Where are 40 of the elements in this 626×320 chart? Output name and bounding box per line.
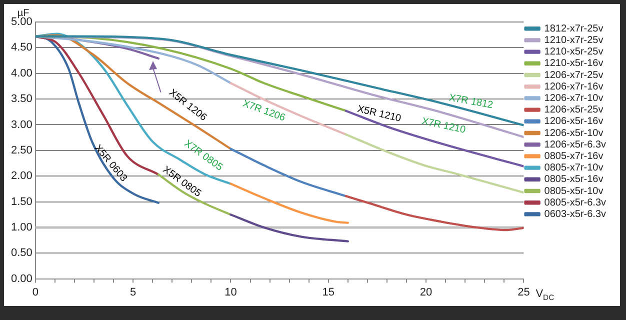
legend-label: 0805-x7r-10v	[544, 162, 604, 174]
y-tick-label: 4.00	[10, 67, 32, 80]
legend-label: 1210-x7r-25v	[544, 34, 604, 46]
x-tick-label: 5	[130, 286, 136, 298]
annotation: X7R 1210	[420, 116, 467, 136]
legend-label: 1206-x5r-16v	[544, 116, 604, 128]
y-tick-label: 1.00	[10, 221, 32, 234]
y-tick-label: 0.50	[10, 247, 32, 260]
annotation: X7R 1206	[241, 98, 288, 124]
legend-label: 1206-x7r-16v	[544, 81, 604, 92]
x-tick-label: 10	[224, 286, 237, 298]
legend-label: 1210-x5r-25v	[544, 46, 604, 58]
annotation: X7R 1812	[448, 92, 494, 112]
legend-label: 0805-x5r-10v	[544, 186, 604, 197]
legend-label: 0805-x5r-16v	[544, 174, 604, 186]
legend-label: 1206-x5r-10v	[544, 128, 604, 139]
legend-label: 1206-x7r-25v	[544, 70, 604, 81]
y-tick-label: 2.00	[10, 170, 32, 182]
legend-label: 1812-x7r-25v	[544, 23, 604, 34]
y-tick-label: 3.50	[10, 93, 32, 106]
y-tick-label: 5.00	[10, 16, 32, 28]
x-tick-label: 0	[32, 286, 38, 298]
y-axis-title: µF	[17, 8, 30, 19]
legend-label: 0805-x5r-6.3v	[544, 197, 606, 208]
legend-label: 1206-x5r-6.3v	[544, 139, 606, 150]
x-tick-label: 15	[322, 286, 335, 298]
annotation: X5R 1210	[356, 104, 402, 125]
y-tick-label: 3.00	[10, 118, 32, 131]
y-tick-label: 4.50	[10, 42, 32, 54]
legend-label: 1206-x5r-25v	[544, 104, 604, 116]
legend-label: 0603-x5r-6.3v	[544, 208, 606, 220]
annotation: X5R 1206	[166, 87, 209, 124]
legend-label: 1210-x5r-16v	[544, 58, 604, 70]
legend-label: 0805-x7r-16v	[544, 150, 604, 162]
y-tick-label: 2.50	[10, 144, 32, 156]
x-tick-label: 25	[518, 286, 530, 298]
y-tick-label: 1.50	[10, 196, 32, 208]
x-tick-label: 20	[420, 286, 432, 298]
legend-label: 1206-x7r-10v	[544, 92, 604, 104]
y-tick-label: 0.00	[10, 272, 32, 285]
